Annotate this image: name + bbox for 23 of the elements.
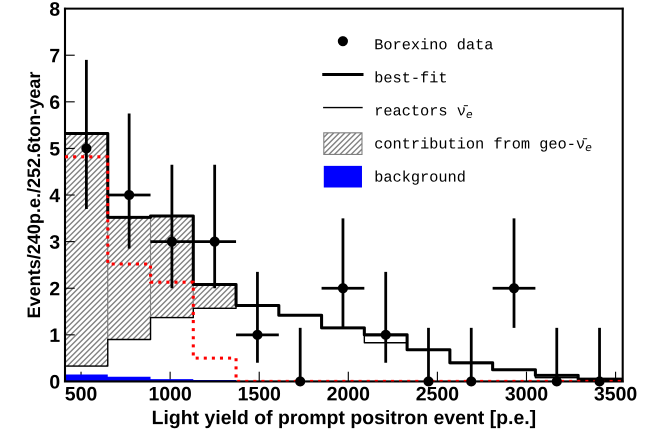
legend-label: Borexino data	[375, 38, 493, 50]
y-tick-label: 6	[50, 95, 60, 110]
x-tick-label: 1500	[238, 386, 280, 401]
x-axis-title: Light yield of prompt positron event [p.e.]	[152, 410, 536, 428]
x-tick-label: 2000	[327, 386, 370, 401]
legend-label: best-fit	[376, 71, 446, 83]
x-tick-label: 2500	[416, 386, 458, 401]
legend-label: reactors ν̄$_{e}$	[376, 105, 472, 118]
y-tick-label: 0	[50, 374, 60, 389]
x-tick-label: 500	[65, 386, 96, 401]
y-tick-label: 1	[50, 328, 60, 342]
legend-label: background	[376, 170, 465, 185]
y-tick-label: 3	[50, 235, 60, 249]
x-tick-label: 3500	[594, 386, 636, 401]
y-tick-label: 5	[50, 142, 60, 156]
y-tick-label: 7	[50, 48, 60, 62]
legend-label: contribution from geo-ν̄$_{e}$	[375, 137, 592, 152]
y-tick-label: 4	[50, 188, 60, 202]
y-axis-title: Events/240p.e./252.6ton-year	[26, 72, 44, 318]
x-tick-label: 1000	[150, 386, 191, 401]
x-tick-label: 3000	[505, 386, 548, 401]
y-tick-label: 2	[50, 282, 60, 296]
y-tick-label: 8	[50, 2, 60, 16]
